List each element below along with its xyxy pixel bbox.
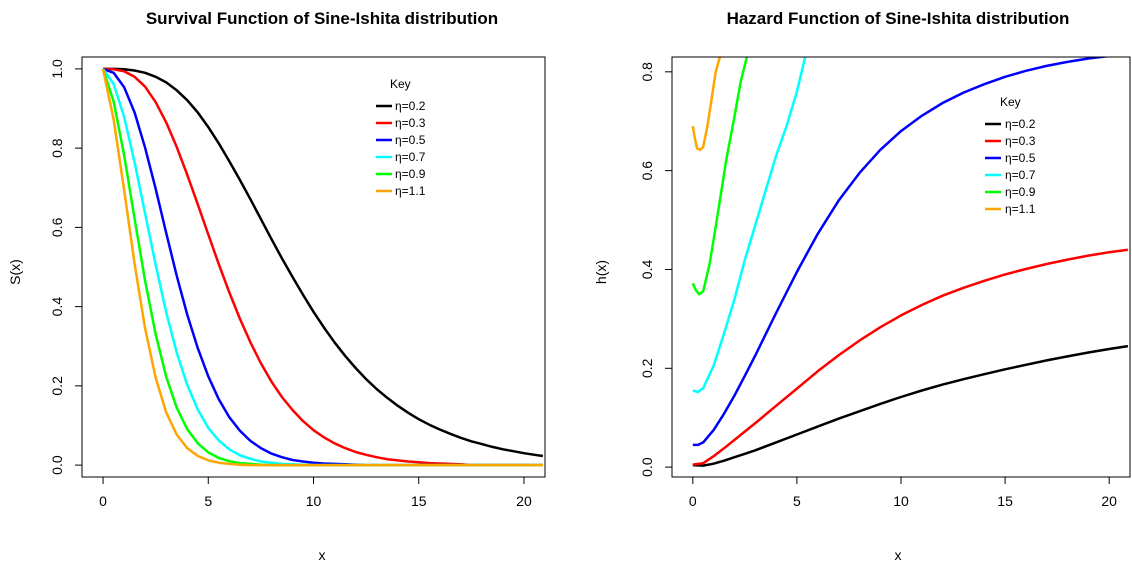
legend-label: η=1.1 [1005,202,1036,216]
x-tick-label: 5 [793,493,801,509]
x-axis-label: x [319,547,326,563]
legend-label: η=0.9 [1005,185,1036,199]
series-line-3 [692,57,807,394]
x-tick-label: 20 [516,493,532,509]
series-line-2 [692,57,1112,447]
y-axis-label: S(x) [7,259,23,285]
series-layer [691,57,1129,467]
legend-label: η=0.7 [1005,168,1036,182]
legend-label: η=0.2 [395,99,426,113]
hazard-panel: Hazard Function of Sine-Ishita distribut… [593,9,1131,563]
axis-ticks: 0 5 10 15 20 0.0 0.2 0.4 0.6 0.8 1.0 [49,59,532,509]
y-axis-label: h(x) [593,260,609,284]
series-layer [101,67,544,467]
series-line-5 [101,68,543,467]
series-line-4 [691,57,749,296]
y-tick-label: 0.2 [49,376,65,396]
y-tick-label: 0.8 [639,62,655,82]
axis-ticks: 0 5 10 15 20 0.0 0.2 0.4 0.6 0.8 [639,62,1117,509]
chart-title: Hazard Function of Sine-Ishita distribut… [727,9,1070,28]
x-tick-label: 5 [204,493,212,509]
legend-label: η=0.9 [395,167,426,181]
x-tick-label: 15 [997,493,1013,509]
legend-title: Key [390,77,411,91]
x-tick-label: 0 [99,493,107,509]
series-line-0 [692,344,1129,467]
legend: Key η=0.2 η=0.3 η=0.5 η=0.7 η=0.9 η=1.1 [985,95,1036,216]
x-tick-label: 10 [893,493,909,509]
x-tick-label: 0 [689,493,697,509]
legend-label: η=0.3 [395,116,426,130]
y-tick-label: 0.4 [49,297,65,317]
legend-title: Key [1000,95,1021,109]
x-tick-label: 15 [411,493,427,509]
y-tick-label: 0.4 [639,260,655,280]
legend-label: η=0.2 [1005,117,1036,131]
series-line-5 [691,57,722,152]
y-tick-label: 0.2 [639,358,655,378]
x-tick-label: 10 [306,493,322,509]
y-tick-label: 0.0 [49,455,65,475]
survival-panel: Survival Function of Sine-Ishita distrib… [7,9,546,563]
y-tick-label: 0.6 [639,161,655,181]
series-line-1 [692,248,1129,466]
legend-label: η=0.5 [1005,151,1036,165]
x-axis-label: x [895,547,902,563]
series-line-0 [103,67,544,458]
y-tick-label: 1.0 [49,59,65,79]
legend: Key η=0.2 η=0.3 η=0.5 η=0.7 η=0.9 η=1.1 [376,77,426,198]
chart-title: Survival Function of Sine-Ishita distrib… [146,9,498,28]
plot-frame [81,56,546,478]
y-tick-label: 0.8 [49,138,65,158]
legend-label: η=0.3 [1005,134,1036,148]
legend-label: η=1.1 [395,184,426,198]
x-tick-label: 20 [1101,493,1117,509]
plot-frame [671,56,1131,478]
legend-label: η=0.7 [395,150,426,164]
y-tick-label: 0.6 [49,217,65,237]
y-tick-label: 0.0 [639,457,655,477]
legend-label: η=0.5 [395,133,426,147]
